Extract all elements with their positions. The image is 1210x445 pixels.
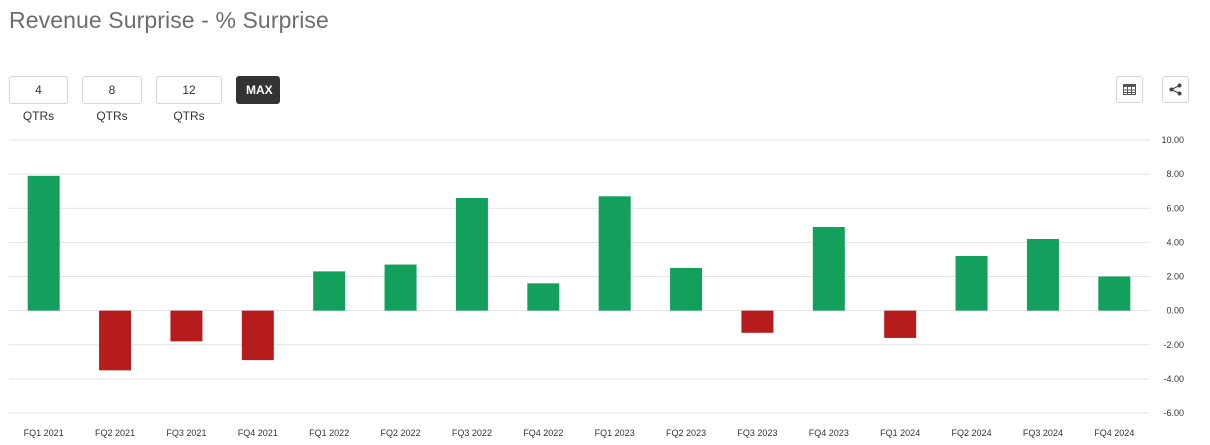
x-tick-label: FQ1 2024 bbox=[880, 428, 920, 438]
y-tick-label: 0.00 bbox=[1166, 306, 1184, 316]
x-tick-label: FQ4 2021 bbox=[238, 428, 278, 438]
bar bbox=[884, 310, 917, 338]
y-tick-label: 10.00 bbox=[1161, 135, 1184, 145]
bar bbox=[741, 310, 774, 333]
x-tick-label: FQ1 2021 bbox=[24, 428, 64, 438]
bar bbox=[455, 198, 488, 311]
table-view-button[interactable] bbox=[1116, 76, 1143, 103]
bar bbox=[955, 256, 988, 311]
bar bbox=[1098, 276, 1131, 311]
bar bbox=[27, 175, 60, 311]
y-tick-label: 6.00 bbox=[1166, 203, 1184, 213]
bar bbox=[313, 271, 346, 311]
bar bbox=[170, 310, 203, 342]
y-tick-label: 8.00 bbox=[1166, 169, 1184, 179]
bar bbox=[670, 267, 703, 311]
period-button-max[interactable]: MAX bbox=[236, 76, 280, 104]
x-tick-label: FQ1 2022 bbox=[309, 428, 349, 438]
x-tick-label: FQ1 2023 bbox=[595, 428, 635, 438]
x-tick-label: FQ3 2021 bbox=[166, 428, 206, 438]
share-button[interactable] bbox=[1162, 76, 1189, 103]
bar bbox=[527, 283, 560, 311]
y-tick-label: -4.00 bbox=[1163, 374, 1184, 384]
x-tick-label: FQ4 2022 bbox=[523, 428, 563, 438]
bar bbox=[812, 227, 845, 311]
x-tick-label: FQ4 2024 bbox=[1094, 428, 1134, 438]
period-button-4-qtrs[interactable]: 4 QTRs bbox=[9, 76, 68, 123]
y-tick-label: -2.00 bbox=[1163, 340, 1184, 350]
x-tick-label: FQ2 2024 bbox=[952, 428, 992, 438]
share-icon bbox=[1169, 83, 1182, 96]
bar bbox=[99, 310, 132, 371]
x-tick-label: FQ4 2023 bbox=[809, 428, 849, 438]
y-tick-label: -6.00 bbox=[1163, 408, 1184, 418]
x-tick-label: FQ3 2022 bbox=[452, 428, 492, 438]
x-tick-label: FQ3 2024 bbox=[1023, 428, 1063, 438]
x-tick-label: FQ2 2023 bbox=[666, 428, 706, 438]
bar bbox=[1026, 238, 1059, 311]
y-tick-label: 2.00 bbox=[1166, 272, 1184, 282]
x-tick-label: FQ2 2022 bbox=[381, 428, 421, 438]
page-title: Revenue Surprise - % Surprise bbox=[9, 7, 329, 33]
x-tick-label: FQ2 2021 bbox=[95, 428, 135, 438]
period-button-12-qtrs[interactable]: 12 QTRs bbox=[156, 76, 222, 123]
bar bbox=[241, 310, 274, 361]
x-tick-label: FQ3 2023 bbox=[737, 428, 777, 438]
y-tick-label: 4.00 bbox=[1166, 237, 1184, 247]
period-button-8-qtrs[interactable]: 8 QTRs bbox=[82, 76, 142, 123]
bar bbox=[598, 196, 631, 311]
table-icon bbox=[1123, 84, 1136, 95]
bar bbox=[384, 264, 417, 311]
